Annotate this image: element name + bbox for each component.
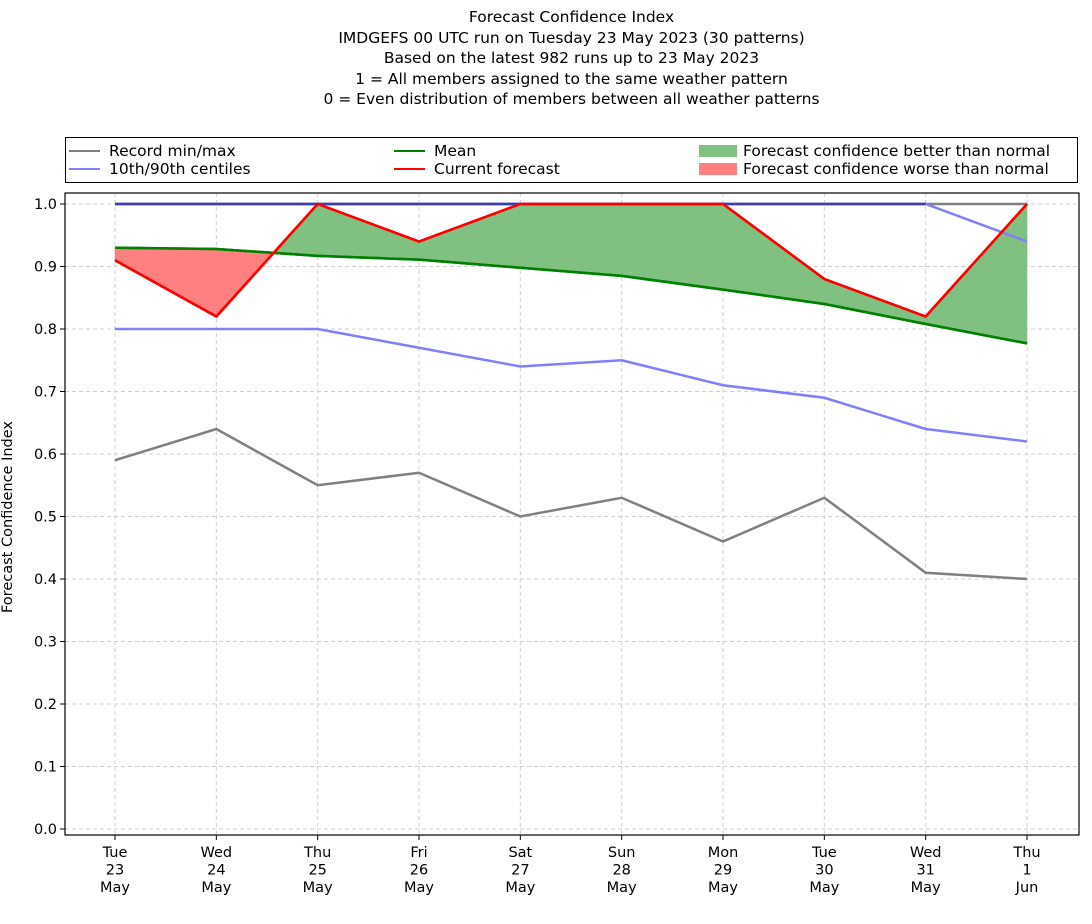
legend-label-centiles: 10th/90th centiles [109, 160, 251, 178]
legend-swatch-mean [394, 150, 425, 152]
chart-title: Forecast Confidence Index IMDGEFS 00 UTC… [0, 7, 1092, 110]
title-line-4: 1 = All members assigned to the same wea… [355, 69, 788, 88]
x-tick-day: Tue [811, 845, 837, 861]
x-tick-day: Wed [910, 845, 942, 861]
series-mean-top [114, 246, 1028, 345]
x-tick-month: May [100, 880, 130, 896]
x-tick-date: 26 [410, 863, 428, 879]
x-tick-date: 1 [1022, 863, 1031, 879]
legend-label-record: Record min/max [109, 142, 236, 160]
series-record-min [114, 427, 1028, 581]
legend-swatch-record [69, 150, 100, 152]
legend-label-forecast: Current forecast [434, 160, 560, 178]
x-tick-date: 29 [714, 863, 732, 879]
axes: 0.00.10.20.30.40.50.60.70.80.91.0Tue23Ma… [34, 192, 1080, 896]
fill-areas [114, 203, 1028, 344]
fill-better [722, 203, 825, 305]
y-tick-label: 0.9 [34, 260, 57, 276]
title-line-3: Based on the latest 982 runs up to 23 Ma… [383, 49, 760, 67]
y-tick-label: 0.2 [34, 697, 57, 713]
fill-better [925, 203, 1028, 344]
legend-item-record: Record min/max [69, 142, 236, 160]
x-tick-day: Mon [708, 845, 739, 861]
x-tick-day: Fri [410, 845, 427, 861]
x-tick-day: Wed [201, 845, 233, 861]
x-tick-day: Sat [508, 845, 532, 861]
x-tick-date: 31 [916, 863, 934, 879]
x-tick-date: 24 [207, 863, 225, 879]
fill-better [317, 203, 420, 260]
x-tick-day: Sun [608, 845, 636, 861]
legend-item-forecast: Current forecast [394, 160, 560, 178]
title-line-2: IMDGEFS 00 UTC run on Tuesday 23 May 202… [338, 28, 805, 47]
y-tick-label: 0.0 [34, 822, 57, 838]
x-tick-month: May [404, 880, 434, 896]
x-tick-date: 27 [511, 863, 529, 879]
x-tick-date: 25 [308, 863, 326, 879]
legend: Record min/max 10th/90th centiles Mean C… [65, 137, 1078, 183]
fill-worse [114, 247, 217, 317]
x-tick-day: Tue [102, 845, 128, 861]
x-tick-day: Thu [1012, 845, 1040, 861]
legend-swatch-worse [699, 163, 737, 175]
series-lines [114, 202, 1028, 581]
legend-item-centiles: 10th/90th centiles [69, 160, 251, 178]
y-tick-label: 0.5 [34, 510, 57, 526]
title-line-1: Forecast Confidence Index [468, 8, 675, 26]
legend-item-worse: Forecast confidence worse than normal [699, 160, 1049, 178]
title-line-5: 0 = Even distribution of members between… [323, 90, 820, 108]
legend-swatch-centiles [69, 168, 100, 170]
legend-swatch-better [699, 145, 737, 157]
x-tick-date: 28 [612, 863, 630, 879]
x-tick-date: 30 [815, 863, 833, 879]
legend-swatch-forecast [394, 168, 425, 170]
legend-item-better: Forecast confidence better than normal [699, 142, 1050, 160]
x-tick-month: May [505, 880, 535, 896]
y-tick-label: 1.0 [34, 197, 57, 213]
y-tick-label: 0.4 [34, 572, 57, 588]
y-tick-label: 0.7 [34, 385, 57, 401]
legend-item-mean: Mean [394, 142, 476, 160]
x-tick-month: May [607, 880, 637, 896]
x-tick-month: May [708, 880, 738, 896]
fill-better [520, 203, 622, 277]
x-tick-month: May [809, 880, 839, 896]
series-10th-centile [115, 327, 1028, 443]
legend-label-worse: Forecast confidence worse than normal [743, 160, 1049, 178]
y-tick-label: 0.8 [34, 322, 57, 338]
axes-frame [64, 192, 1080, 836]
legend-label-mean: Mean [434, 142, 477, 160]
x-tick-month: May [911, 880, 941, 896]
x-tick-day: Thu [303, 845, 331, 861]
x-tick-month: May [201, 880, 231, 896]
legend-label-better: Forecast confidence better than normal [743, 142, 1051, 160]
series-current-forecast-top [114, 202, 1028, 319]
y-tick-label: 0.3 [34, 635, 57, 651]
x-tick-month: Jun [1015, 880, 1039, 896]
x-tick-date: 23 [106, 863, 124, 879]
x-tick-month: May [303, 880, 333, 896]
y-tick-label: 0.1 [34, 760, 57, 776]
y-tick-label: 0.6 [34, 447, 57, 463]
